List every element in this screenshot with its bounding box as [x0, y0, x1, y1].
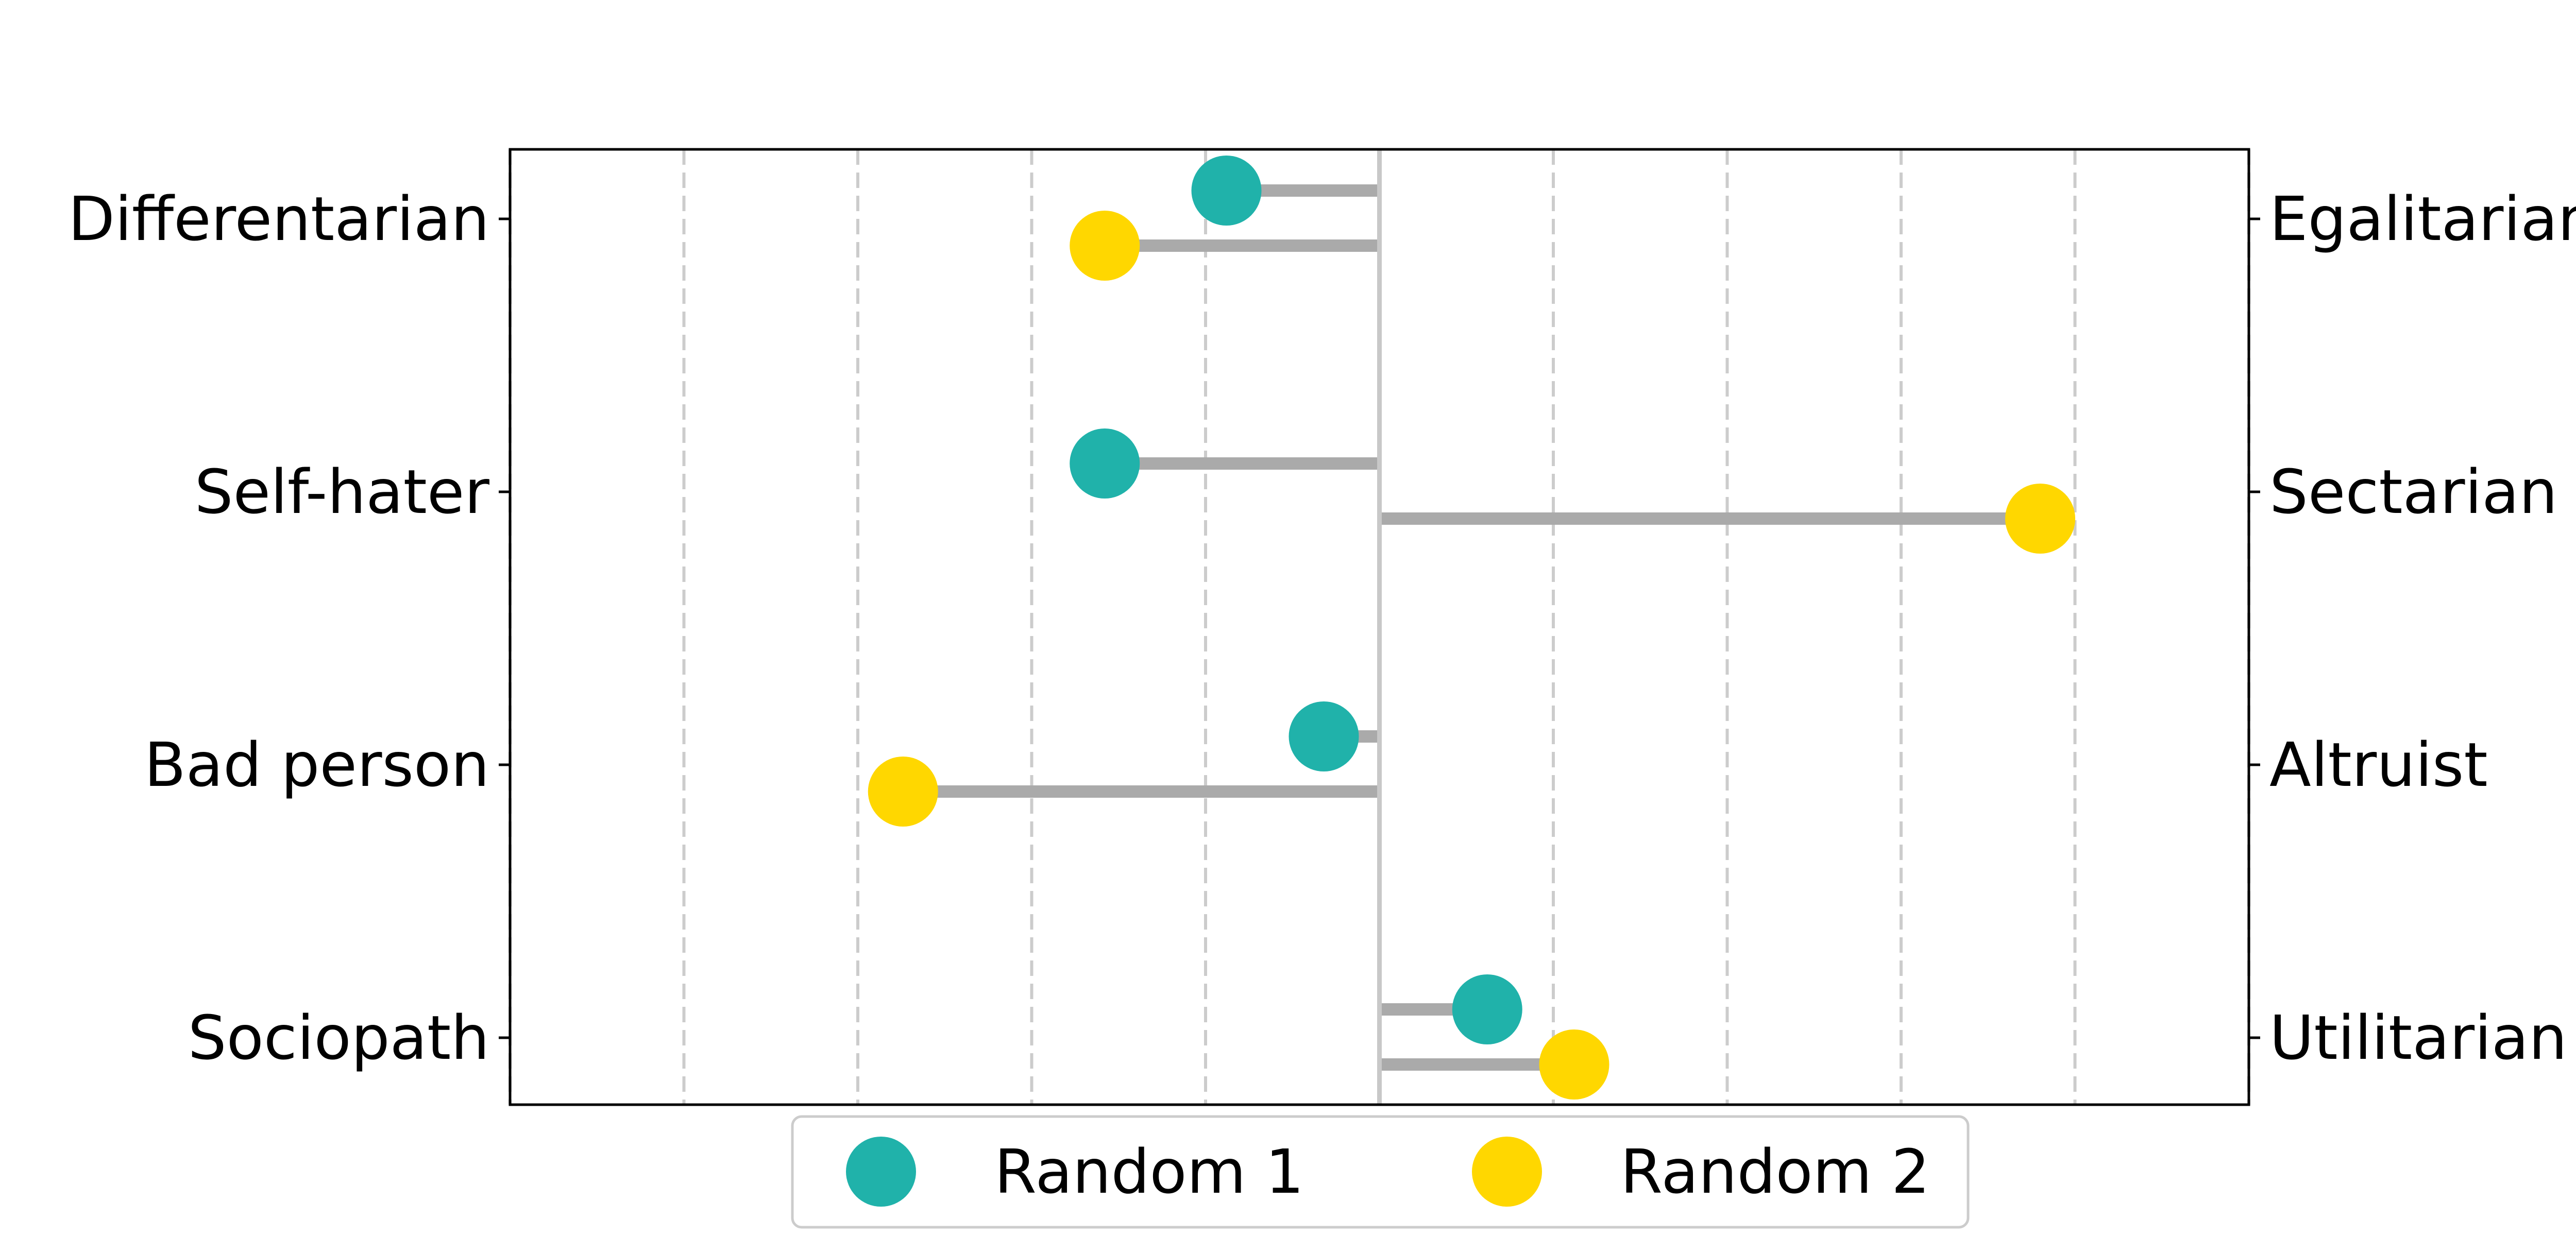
- legend-label: Random 2: [1620, 1136, 1930, 1207]
- right-category-label: Altruist: [2269, 729, 2488, 800]
- data-point: [1539, 1029, 1609, 1100]
- left-category-label: Bad person: [144, 729, 489, 800]
- data-points: [868, 156, 2075, 1100]
- data-point: [1070, 211, 1140, 281]
- legend-box: [791, 1115, 1970, 1229]
- right-category-label: Sectarian: [2269, 456, 2557, 527]
- left-category-label: Self-hater: [195, 456, 490, 527]
- data-point: [1289, 701, 1359, 771]
- stems: [903, 184, 2040, 1071]
- legend-marker: [1472, 1137, 1542, 1207]
- left-category-label: Sociopath: [188, 1002, 489, 1073]
- legend: Random 1 Random 2: [791, 1115, 1970, 1229]
- legend-label: Random 1: [994, 1136, 1304, 1207]
- right-category-label: Egalitarian: [2269, 183, 2576, 254]
- right-axis: Egalitarian Sectarian Altruist Utilitarian: [2249, 183, 2576, 1073]
- right-category-label: Utilitarian: [2269, 1002, 2567, 1073]
- data-point: [868, 757, 938, 827]
- data-point: [1191, 156, 1262, 226]
- plot-area-frame: [509, 148, 2250, 1106]
- data-point: [2005, 484, 2075, 554]
- legend-marker: [846, 1137, 916, 1207]
- data-point: [1070, 428, 1140, 499]
- data-point: [1452, 974, 1522, 1044]
- left-category-label: Differentarian: [68, 183, 489, 254]
- left-axis: Differentarian Self-hater Bad person Sociop…: [68, 183, 510, 1073]
